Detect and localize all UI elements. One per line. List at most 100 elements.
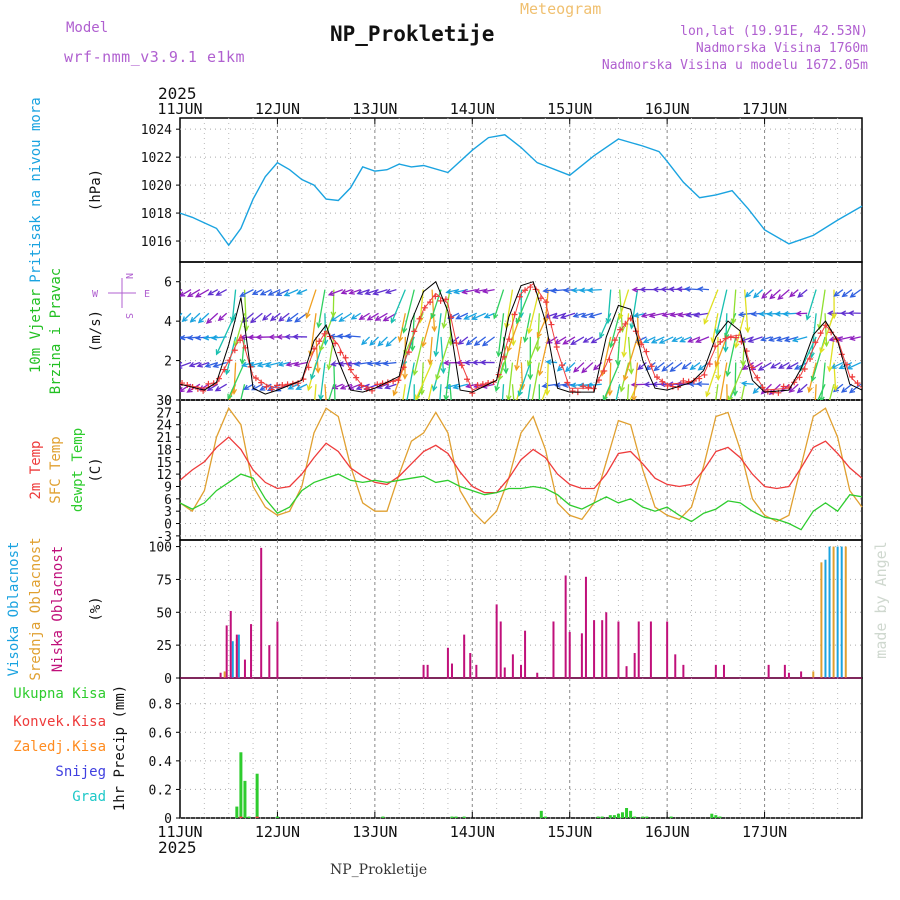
wind-arrow-head	[592, 364, 599, 371]
total-precip-bar	[600, 816, 604, 818]
x-tick-label-top: 16JUN	[645, 100, 690, 118]
y-tick-label: 0	[164, 672, 172, 687]
wind-arrow-head	[689, 364, 696, 371]
low-cloud-bar	[649, 621, 652, 678]
wind-arrow	[240, 289, 254, 297]
wind-speed-line	[179, 280, 863, 395]
wind-gust-marker	[727, 334, 734, 341]
low-cloud-bar	[524, 630, 527, 678]
wind-arrow-head	[240, 361, 248, 368]
wind-arrow	[306, 289, 317, 318]
total-precip-bar	[629, 810, 633, 818]
total-precip-bar	[620, 812, 624, 818]
wind-arrow-head	[506, 346, 512, 353]
wind-arrow-head	[339, 384, 347, 390]
total-precip-bar	[462, 816, 466, 818]
wind-arrow-head	[622, 374, 629, 382]
wind-gust-marker	[205, 380, 212, 387]
wind-arrow-head	[828, 336, 835, 342]
wind-arrow-head	[207, 290, 214, 296]
total-precip-bar	[718, 816, 722, 818]
wind-arrow	[507, 362, 514, 400]
wind-arrow-head	[402, 373, 408, 380]
wind-arrow	[847, 361, 862, 370]
wind-arrow-head	[172, 291, 177, 295]
wind-arrow-head	[556, 365, 563, 372]
y-tick-label: 6	[164, 276, 172, 291]
wind-arrow-head	[544, 389, 551, 397]
wind-arrow	[793, 336, 808, 342]
wind-arrow	[180, 289, 192, 297]
wind-arrow-head	[355, 384, 362, 391]
wind-arrow-head	[431, 385, 438, 392]
wind-arrow-head	[358, 314, 365, 321]
wind-arrow-head	[619, 326, 626, 333]
wind-arrow	[319, 362, 326, 400]
wind-arrow-head	[330, 311, 337, 318]
wind-arrow-head	[578, 287, 586, 294]
y-tick-label: 25	[156, 639, 172, 654]
wind-arrow-head	[526, 360, 533, 367]
wind-arrow-head	[554, 382, 561, 388]
wind-arrow	[286, 312, 299, 322]
wind-arrow	[715, 336, 728, 367]
wind-arrow-head	[247, 334, 254, 341]
wind-gust-marker	[427, 299, 434, 306]
wind-arrow	[505, 289, 514, 328]
wind-arrow	[328, 288, 344, 296]
wind-arrow	[511, 313, 515, 345]
wind-gust-marker	[358, 382, 365, 389]
wind-arrow	[439, 384, 442, 400]
wind-arrow-head	[572, 312, 579, 318]
wind-arrow-head	[594, 422, 598, 427]
wind-arrow	[431, 289, 442, 319]
wind-arrow	[850, 289, 862, 298]
location-lonlat: lon,lat (19.91E, 42.53N)	[680, 24, 868, 39]
wind-arrow-head	[769, 293, 776, 300]
wind-arrow-head	[453, 288, 460, 295]
wind-arrow-head	[445, 288, 452, 295]
wind-arrow	[243, 383, 254, 390]
wind-arrow-head	[515, 317, 522, 325]
wind-arrow	[542, 383, 558, 387]
wind-arrow	[180, 383, 183, 387]
total-precip-bar	[543, 816, 547, 818]
wind-arrow-head	[236, 411, 241, 416]
wind-arrow	[706, 362, 719, 397]
wind-arrow	[630, 289, 639, 329]
wind-arrow	[231, 289, 237, 322]
wind-arrow	[735, 313, 746, 348]
ylabel-cloud: Niska Oblacnost	[50, 546, 66, 672]
wind-gust-marker	[585, 384, 592, 391]
wind-arrow-head	[719, 422, 723, 427]
wind-gust-marker	[274, 382, 281, 389]
total-precip-bar	[255, 773, 259, 818]
wind-arrow-head	[202, 334, 210, 341]
wind-arrow	[365, 288, 379, 295]
wind-arrow	[571, 336, 585, 345]
wind-arrow-head	[316, 322, 322, 329]
wind-arrow-head	[356, 289, 363, 296]
high-cloud-bar	[836, 546, 839, 678]
wind-arrow	[215, 383, 228, 392]
wind-arrow	[206, 312, 219, 324]
wind-arrow-head	[564, 366, 571, 373]
y-tick-label: 100	[149, 541, 172, 556]
wind-arrow	[732, 289, 737, 324]
wind-arrow	[546, 362, 549, 395]
y-tick-label: 9	[164, 480, 172, 495]
wind-arrow-head	[545, 359, 552, 365]
wind-arrow	[715, 384, 719, 400]
wind-arrow	[573, 362, 585, 373]
wind-arrow-head	[648, 312, 656, 319]
wind-arrow-head	[392, 390, 398, 397]
wind-arrow-head	[315, 367, 321, 374]
wind-arrow	[724, 313, 728, 352]
low-cloud-bar	[580, 633, 583, 678]
wind-arrow-head	[481, 340, 489, 347]
wind-arrow-head	[774, 311, 781, 317]
x-tick-label-bottom: 17JUN	[742, 823, 787, 841]
wind-arrow	[402, 384, 406, 400]
wind-arrow-head	[752, 387, 759, 394]
wind-arrow-head	[435, 374, 441, 381]
